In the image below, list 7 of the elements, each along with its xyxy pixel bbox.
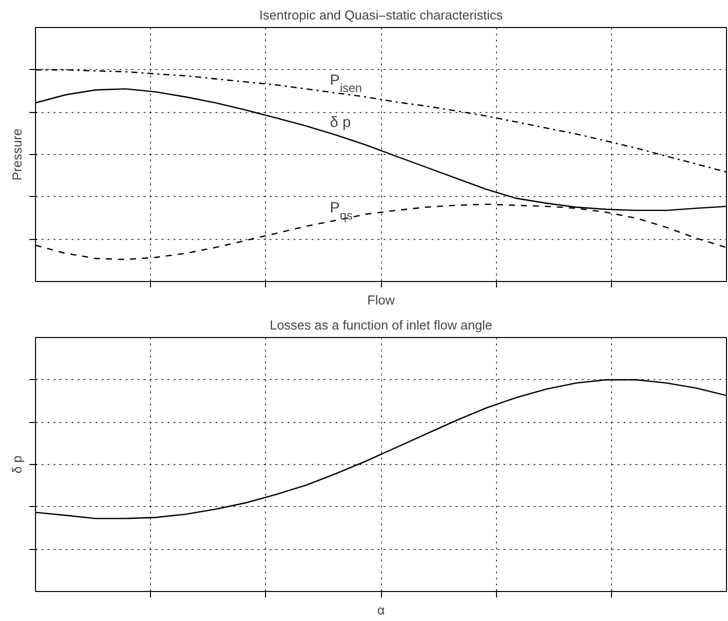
y-axis-title: Pressure — [10, 128, 24, 181]
x-axis-title: Flow — [367, 292, 396, 308]
chart-title: Losses as a function of inlet flow angle — [270, 318, 492, 332]
series-label: δ p — [330, 114, 351, 132]
y-axis-title: δ p — [10, 455, 24, 474]
chart-title: Isentropic and Quasi–static characteristics — [259, 8, 504, 22]
x-axis-title: α — [377, 602, 386, 618]
